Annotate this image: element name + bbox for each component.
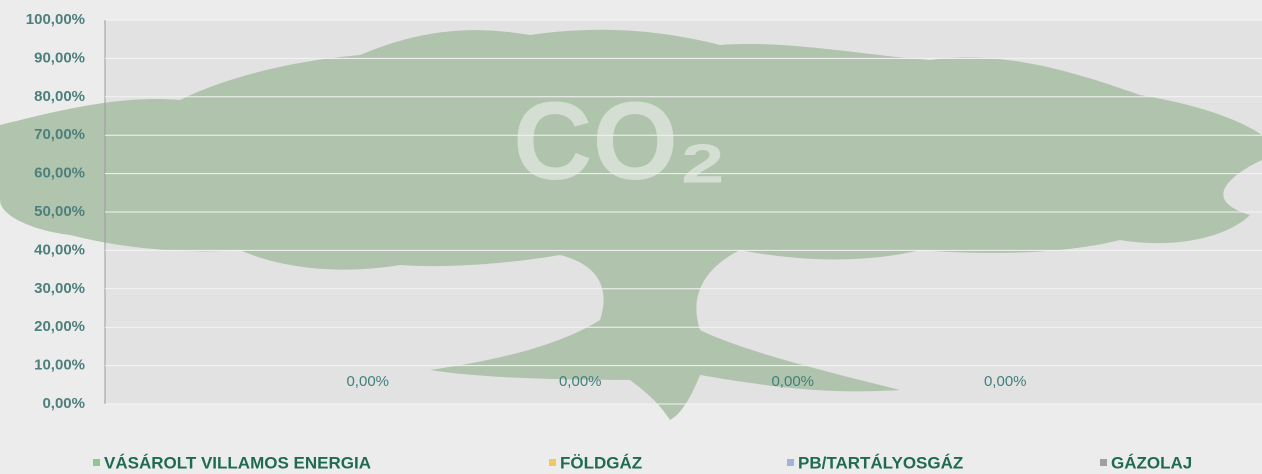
- y-tick-label: 30,00%: [34, 280, 85, 297]
- legend-marker: [1100, 459, 1107, 466]
- y-tick-label: 100,00%: [26, 11, 85, 28]
- legend-label: VÁSÁROLT VILLAMOS ENERGIA: [104, 453, 371, 472]
- y-tick-label: 90,00%: [34, 49, 85, 66]
- y-tick-label: 70,00%: [34, 126, 85, 143]
- legend-marker: [549, 459, 556, 466]
- legend-marker: [787, 459, 794, 466]
- legend-label: FÖLDGÁZ: [560, 453, 642, 472]
- legend-marker: [93, 459, 100, 466]
- y-tick-label: 0,00%: [42, 395, 85, 412]
- data-label: 0,00%: [984, 373, 1027, 390]
- data-label: 0,00%: [346, 373, 389, 390]
- y-tick-label: 60,00%: [34, 165, 85, 182]
- data-label: 0,00%: [559, 373, 602, 390]
- y-tick-label: 20,00%: [34, 318, 85, 335]
- y-tick-label: 80,00%: [34, 88, 85, 105]
- y-tick-label: 50,00%: [34, 203, 85, 220]
- tree-watermark: [0, 29, 1262, 420]
- legend-label: PB/TARTÁLYOSGÁZ: [798, 453, 963, 472]
- watermark-text: CO₂: [513, 80, 727, 203]
- data-label: 0,00%: [771, 373, 814, 390]
- legend-label: GÁZOLAJ: [1111, 453, 1192, 472]
- y-tick-label: 40,00%: [34, 241, 85, 258]
- y-tick-label: 10,00%: [34, 357, 85, 374]
